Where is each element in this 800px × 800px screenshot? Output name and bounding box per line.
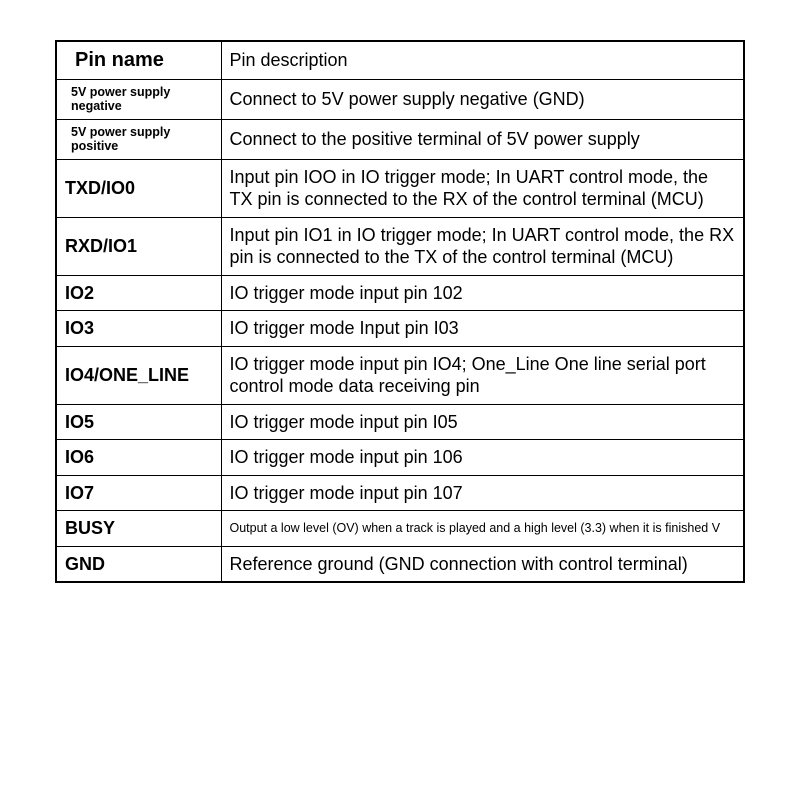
table-row: IO4/ONE_LINE IO trigger mode input pin I… (56, 346, 744, 404)
table-row: IO5 IO trigger mode input pin I05 (56, 404, 744, 440)
pin-desc-cell: IO trigger mode input pin IO4; One_Line … (221, 346, 744, 404)
pin-name-cell: IO7 (56, 475, 221, 511)
header-pin-name: Pin name (56, 41, 221, 80)
pin-name-cell: RXD/IO1 (56, 217, 221, 275)
pin-desc-cell: Connect to 5V power supply negative (GND… (221, 80, 744, 120)
table-row: IO7 IO trigger mode input pin 107 (56, 475, 744, 511)
pin-desc-cell: Input pin IO1 in IO trigger mode; In UAR… (221, 217, 744, 275)
pin-name-cell: BUSY (56, 511, 221, 547)
pin-desc-cell: IO trigger mode input pin I05 (221, 404, 744, 440)
table-row: 5V power supply negative Connect to 5V p… (56, 80, 744, 120)
pin-desc-cell: Connect to the positive terminal of 5V p… (221, 119, 744, 159)
pin-desc-cell: Input pin IOO in IO trigger mode; In UAR… (221, 159, 744, 217)
pin-name-cell: IO4/ONE_LINE (56, 346, 221, 404)
table-row: BUSY Output a low level (OV) when a trac… (56, 511, 744, 547)
table-row: IO2 IO trigger mode input pin 102 (56, 275, 744, 311)
table-row: 5V power supply positive Connect to the … (56, 119, 744, 159)
pin-name-cell: IO2 (56, 275, 221, 311)
pin-desc-cell: Output a low level (OV) when a track is … (221, 511, 744, 547)
pin-name-cell: 5V power supply positive (56, 119, 221, 159)
table-row: RXD/IO1 Input pin IO1 in IO trigger mode… (56, 217, 744, 275)
pin-desc-cell: Reference ground (GND connection with co… (221, 546, 744, 582)
pin-name-cell: IO5 (56, 404, 221, 440)
table-row: IO3 IO trigger mode Input pin I03 (56, 311, 744, 347)
table-row: GND Reference ground (GND connection wit… (56, 546, 744, 582)
pin-name-cell: TXD/IO0 (56, 159, 221, 217)
pin-name-cell: 5V power supply negative (56, 80, 221, 120)
pin-desc-cell: IO trigger mode input pin 102 (221, 275, 744, 311)
pin-description-table: Pin name Pin description 5V power supply… (55, 40, 745, 583)
header-pin-desc: Pin description (221, 41, 744, 80)
pin-desc-cell: IO trigger mode input pin 106 (221, 440, 744, 476)
table-header-row: Pin name Pin description (56, 41, 744, 80)
pin-desc-cell: IO trigger mode input pin 107 (221, 475, 744, 511)
pin-name-cell: IO6 (56, 440, 221, 476)
pin-desc-cell: IO trigger mode Input pin I03 (221, 311, 744, 347)
table-row: IO6 IO trigger mode input pin 106 (56, 440, 744, 476)
table-row: TXD/IO0 Input pin IOO in IO trigger mode… (56, 159, 744, 217)
pin-name-cell: IO3 (56, 311, 221, 347)
pin-name-cell: GND (56, 546, 221, 582)
